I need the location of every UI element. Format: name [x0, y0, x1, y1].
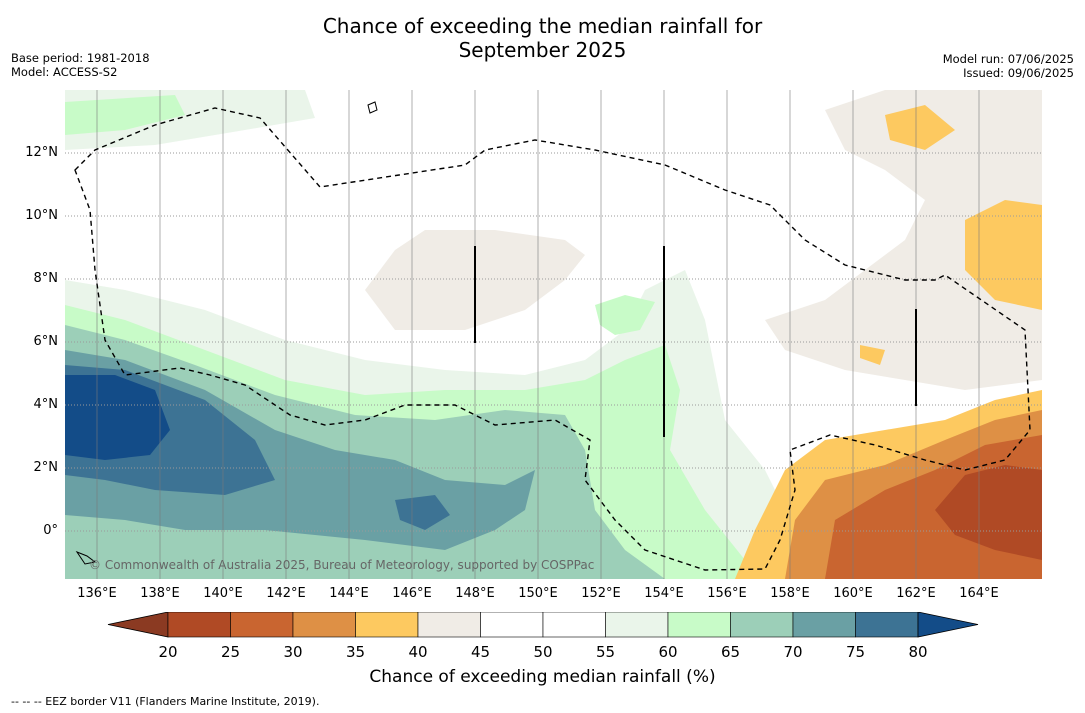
eez-border [74, 107, 1031, 571]
lon-label-154e: 154°E [644, 586, 684, 601]
colorbar-bin [230, 611, 294, 638]
island-outline [75, 550, 97, 565]
rainfall-probability-map [65, 90, 1042, 579]
lon-label-140e: 140°E [203, 586, 243, 601]
lat-label-4n: 4°N [33, 397, 59, 412]
latitude-gridlines [65, 152, 1042, 532]
lat-label-0: 0° [43, 523, 58, 538]
lat-label-8n: 8°N [33, 271, 59, 286]
title-line-1: Chance of exceeding the median rainfall … [322, 14, 763, 38]
lon-label-160e: 160°E [833, 586, 873, 601]
colorbar [100, 611, 980, 646]
lat-label-2n: 2°N [33, 460, 59, 475]
colorbar-tick-label: 70 [783, 643, 803, 661]
lon-label-138e: 138°E [140, 586, 180, 601]
colorbar-tick-label: 55 [595, 643, 616, 661]
colorbar-tick-label: 25 [220, 643, 241, 661]
colorbar-tick-label: 60 [658, 643, 678, 661]
contour-20-25 [935, 465, 1042, 560]
contour-35-40-northeast [885, 105, 955, 150]
colorbar-tick-label: 50 [533, 643, 553, 661]
run-info: Model run: 07/06/2025 Issued: 09/06/2025 [943, 52, 1074, 80]
colorbar-label: Chance of exceeding median rainfall (%) [369, 667, 716, 687]
colorbar-bin [855, 611, 919, 638]
lon-label-144e: 144°E [329, 586, 369, 601]
colorbar-tick-label: 75 [845, 643, 866, 661]
model-info: Base period: 1981-2018 Model: ACCESS-S2 [11, 51, 150, 79]
lon-label-150e: 150°E [518, 586, 558, 601]
lon-label-156e: 156°E [707, 586, 747, 601]
colorbar-bin [792, 611, 856, 638]
model-run-date: Model run: 07/06/2025 [942, 52, 1074, 66]
contour-35-40-spot [860, 345, 885, 365]
colorbar-bin [667, 611, 731, 638]
colorbar-tick-label: 80 [908, 643, 928, 661]
contour-35-40-east [965, 200, 1042, 310]
colorbar-extend-high [917, 611, 979, 638]
colorbar-bin [292, 611, 356, 638]
colorbar-bin [355, 611, 419, 638]
contour-60-65-island [595, 295, 655, 335]
lon-label-152e: 152°E [581, 586, 621, 601]
lat-label-6n: 6°N [33, 334, 59, 349]
contour-40-45-northeast [765, 90, 1042, 390]
colorbar-tick-label: 65 [720, 643, 741, 661]
colorbar-tick-label: 40 [408, 643, 428, 661]
lon-label-146e: 146°E [392, 586, 432, 601]
model-name: Model: ACCESS-S2 [11, 65, 118, 79]
lon-label-136e: 136°E [77, 586, 117, 601]
contour-75-80-spot [395, 495, 450, 530]
colorbar-tick-label: 30 [283, 643, 303, 661]
lon-label-142e: 142°E [266, 586, 306, 601]
island-outline [367, 101, 378, 114]
map-title: Chance of exceeding the median rainfall … [0, 14, 1085, 62]
base-period: Base period: 1981-2018 [11, 51, 150, 65]
colorbar-bin [605, 611, 669, 638]
colorbar-tick-label: 35 [345, 643, 366, 661]
colorbar-bin [167, 611, 231, 638]
lon-label-162e: 162°E [896, 586, 936, 601]
copyright-notice: © Commonwealth of Australia 2025, Bureau… [89, 558, 595, 572]
lat-label-12n: 12°N [25, 145, 58, 160]
title-line-2: September 2025 [458, 38, 627, 62]
colorbar-extend-low [107, 611, 169, 638]
issued-date: Issued: 09/06/2025 [963, 66, 1074, 80]
lon-label-164e: 164°E [959, 586, 999, 601]
colorbar-bin [730, 611, 794, 638]
colorbar-bin [542, 611, 606, 638]
lat-label-10n: 10°N [25, 208, 58, 223]
lon-label-148e: 148°E [455, 586, 495, 601]
colorbar-bin [480, 611, 544, 638]
contour-60-65-north [65, 95, 185, 135]
contour-over-80 [65, 375, 170, 460]
lon-label-158e: 158°E [770, 586, 810, 601]
colorbar-tick-label: 45 [470, 643, 491, 661]
colorbar-tick-label: 20 [158, 643, 178, 661]
colorbar-bin [417, 611, 481, 638]
eez-footnote: -- -- -- EEZ border V11 (Flanders Marine… [11, 695, 320, 708]
